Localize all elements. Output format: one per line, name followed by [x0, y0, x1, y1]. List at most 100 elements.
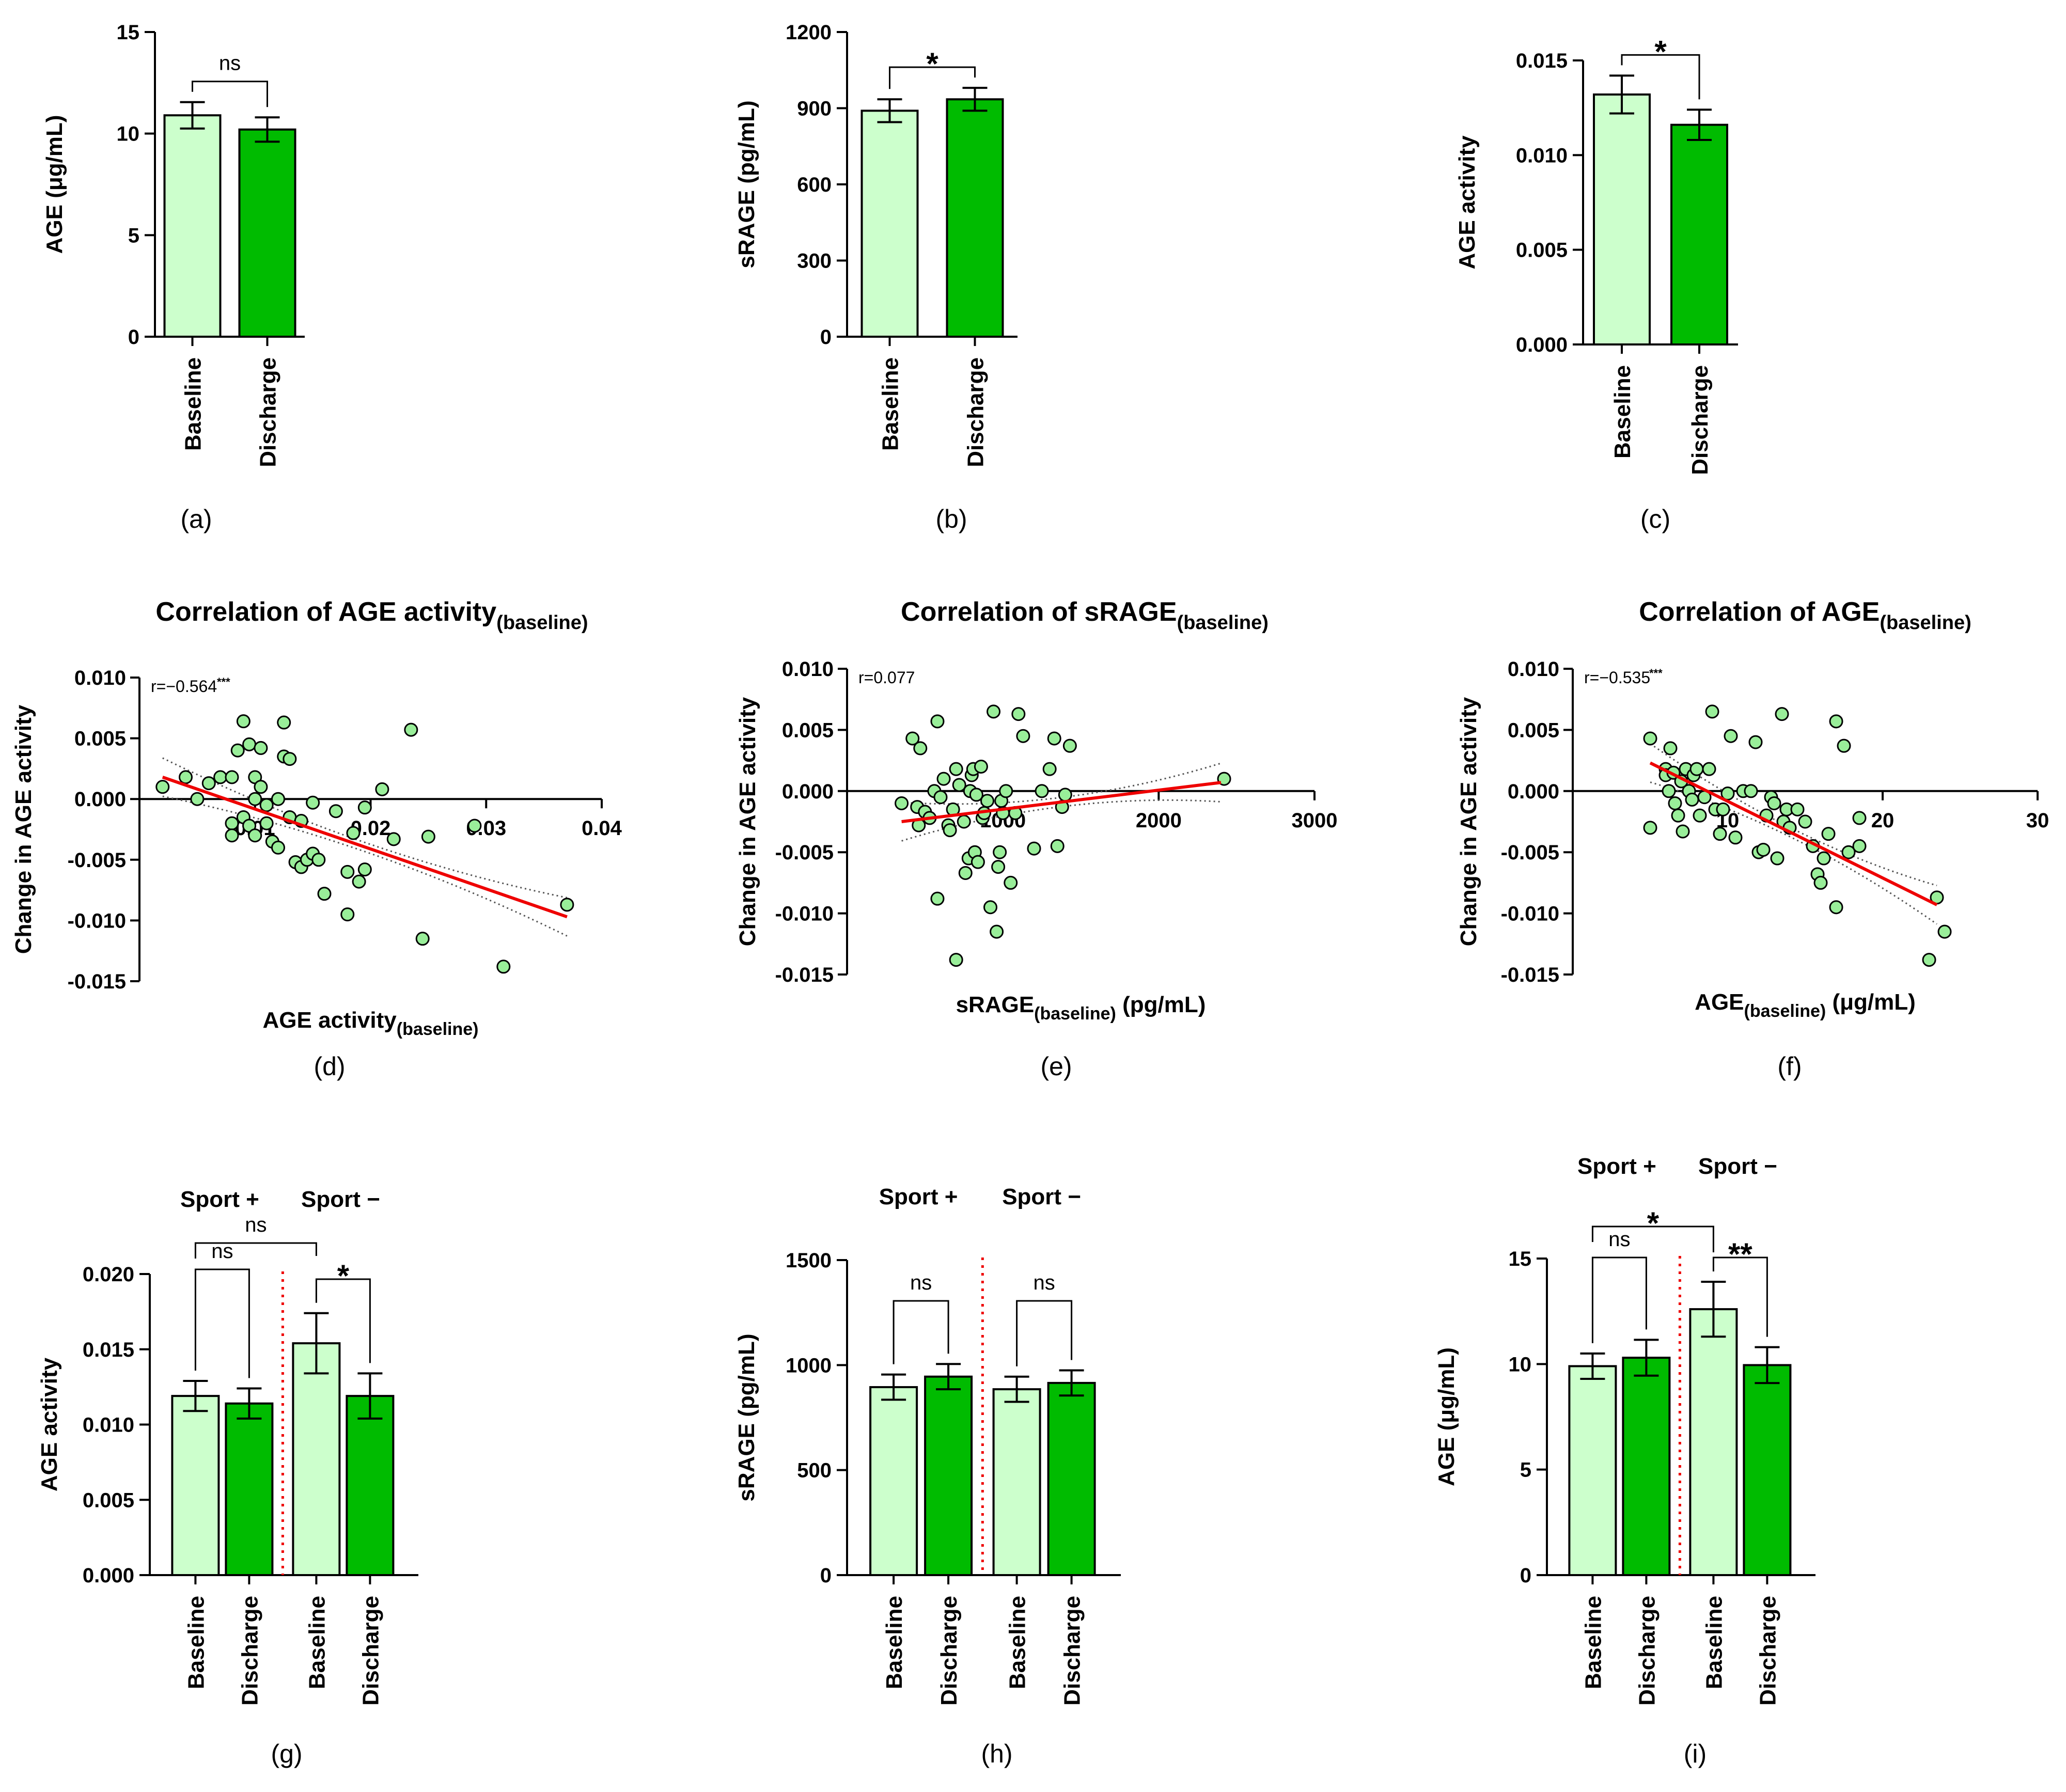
y-tick-label: 15 — [117, 21, 140, 44]
significance-bracket — [889, 66, 976, 89]
scatter-point — [1705, 704, 1719, 719]
chart-title: Correlation of sRAGE(baseline) — [901, 597, 1269, 634]
y-axis-label: AGE (μg/mL) — [1434, 1347, 1459, 1486]
x-category-label: Discharge — [1755, 1596, 1780, 1706]
scatter-point — [352, 874, 366, 889]
panel-label: (f) — [1777, 1052, 1802, 1081]
chart-title-main: Correlation of AGE activity — [155, 597, 496, 627]
x-axis-label: AGE activity(baseline) — [263, 1008, 479, 1039]
scatter-point — [930, 891, 945, 906]
bar — [946, 98, 1004, 338]
bar — [1743, 1364, 1792, 1577]
y-axis-label: Change in AGE activity — [735, 697, 760, 946]
scatter-point — [271, 840, 285, 855]
x-category-label: Baseline — [1580, 1596, 1606, 1689]
chart-title-subscript: (baseline) — [1177, 612, 1269, 634]
group-label: Sport − — [1698, 1154, 1777, 1179]
y-tick-label: 10 — [117, 123, 140, 146]
bar — [1568, 1365, 1617, 1576]
x-axis-label-subscript: (baseline) — [1744, 1001, 1826, 1021]
y-tick-label: 0.005 — [1516, 239, 1568, 262]
scatter-point — [1689, 762, 1704, 776]
scatter-point — [225, 770, 239, 784]
y-tick-label: 0 — [820, 326, 832, 349]
bar — [992, 1388, 1041, 1577]
chart-title-main: Correlation of AGE — [1639, 597, 1880, 627]
scatter-point — [1813, 875, 1828, 890]
scatter-point — [230, 743, 245, 758]
scatter-point — [306, 795, 320, 810]
scatter-point — [1937, 924, 1952, 939]
y-tick-label: 0.010 — [74, 667, 126, 689]
scatter-point — [317, 887, 332, 901]
y-tick-label: 0.005 — [1508, 719, 1559, 742]
scatter-point — [259, 816, 274, 830]
bar — [171, 1395, 220, 1576]
y-tick-label: 0.010 — [83, 1414, 134, 1437]
scatter-point — [1671, 808, 1685, 823]
y-tick-label: 1200 — [786, 21, 832, 44]
panel-c: 0.000 0.005 0.010 0.015 AGE activity Baseline… — [1454, 34, 1738, 533]
panel-b: 0 300 600 900 1200 sRAGE (pg/mL) Baseline Disch… — [734, 21, 1018, 533]
y-tick-label: 0.005 — [83, 1489, 134, 1512]
bar — [163, 114, 222, 338]
x-axis-label-unit: (μg/mL) — [1826, 989, 1916, 1015]
significance-label: ns — [910, 1271, 932, 1294]
x-tick-label: 30 — [2026, 809, 2049, 832]
scatter-point — [983, 900, 998, 915]
scatter-point — [1756, 842, 1771, 857]
x-category-label: Discharge — [1634, 1596, 1660, 1706]
panel-a: 0 5 10 15 AGE (μg/mL) Baseline Discharge ns (a) — [42, 21, 305, 533]
y-tick-label: 0.000 — [1508, 780, 1559, 803]
x-axis-label-main: sRAGE — [956, 992, 1035, 1017]
scatter-point — [467, 819, 482, 833]
y-tick-label: 0.010 — [782, 658, 834, 681]
bar — [238, 128, 296, 338]
scatter-point — [1035, 784, 1049, 798]
scatter-point — [933, 790, 948, 805]
scatter-point — [340, 864, 355, 879]
y-tick-label: -0.005 — [775, 841, 834, 864]
scatter-point — [1829, 714, 1843, 729]
bar — [292, 1342, 341, 1577]
scatter-point — [213, 770, 228, 784]
panel-label: (h) — [981, 1739, 1012, 1768]
scatter-point — [980, 794, 994, 808]
y-axis-label: AGE activity — [1454, 135, 1480, 270]
y-tick-label: 0.005 — [782, 719, 834, 742]
scatter-point — [254, 741, 268, 755]
scatter-point — [949, 953, 963, 967]
scatter-point — [1643, 731, 1657, 746]
bar — [1593, 93, 1651, 345]
scatter-point — [1042, 762, 1057, 776]
panel-label: (a) — [180, 505, 212, 533]
confidence-band-lower — [162, 795, 568, 937]
significance-label: * — [1654, 34, 1667, 69]
scatter-point — [1663, 741, 1678, 756]
scatter-point — [1748, 735, 1763, 749]
significance-label: * — [926, 46, 938, 81]
scatter-point — [254, 780, 268, 794]
chart-title-subscript: (baseline) — [496, 612, 588, 634]
y-axis-label: sRAGE (pg/mL) — [734, 1333, 759, 1501]
bar — [1670, 123, 1728, 346]
significance-label: ** — [1728, 1237, 1752, 1271]
scatter-point — [1829, 900, 1843, 915]
scatter-point — [936, 772, 951, 786]
scatter-point — [340, 907, 355, 922]
x-category-label: Baseline — [181, 357, 206, 451]
scatter-point — [179, 770, 193, 784]
scatter-point — [905, 731, 920, 746]
x-category-label: Baseline — [882, 1596, 907, 1689]
y-tick-label: 0.020 — [83, 1263, 134, 1286]
scatter-point — [1685, 792, 1699, 807]
panel-g: 0.000 0.005 0.010 0.015 0.020 AGE activity Bas… — [37, 1187, 418, 1768]
y-tick-label: 1500 — [786, 1249, 832, 1272]
scatter-point — [1922, 953, 1936, 967]
correlation-coefficient: r=−0.564 — [151, 677, 217, 696]
scatter-point — [283, 752, 297, 766]
scatter-point — [943, 823, 957, 838]
x-category-label: Discharge — [358, 1596, 383, 1706]
